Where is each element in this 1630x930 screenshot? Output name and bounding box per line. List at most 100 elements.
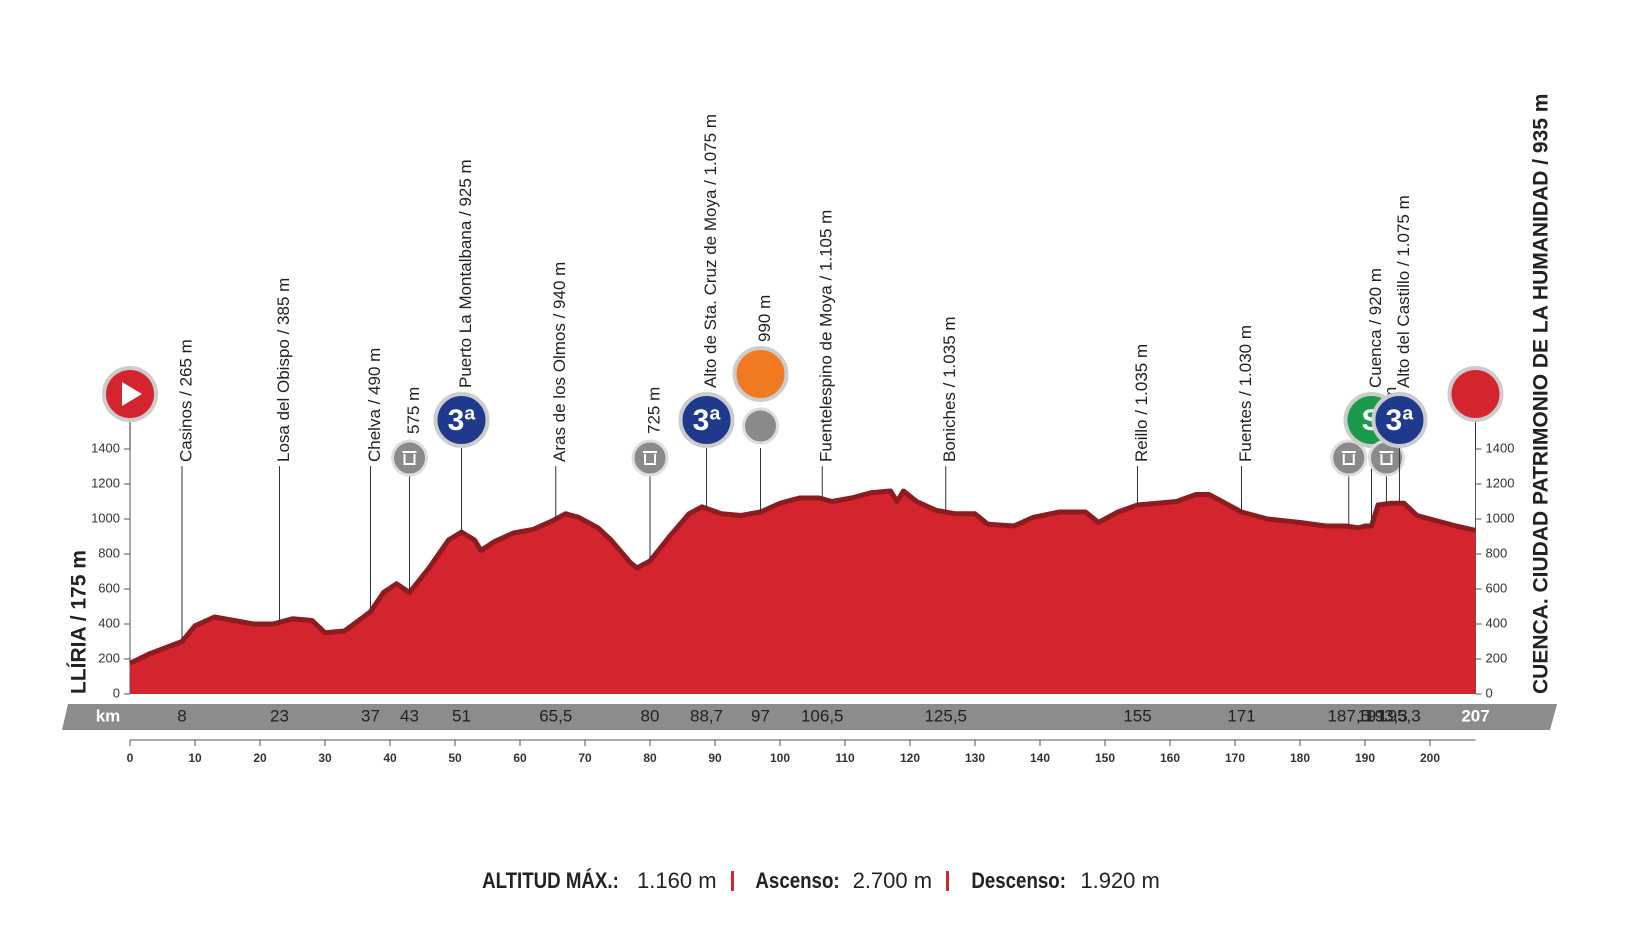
stat-label: Ascenso: (754, 868, 840, 893)
waypoint-label: Losa del Obispo / 385 m (274, 278, 293, 462)
x-tick-label: 60 (513, 751, 527, 765)
x-tick-label: 120 (900, 751, 920, 765)
waypoint-label: Fuentelespino de Moya / 1.105 m (817, 210, 836, 462)
cp-icon (631, 439, 669, 477)
km-mark-label: 125,5 (924, 706, 967, 725)
mtn-badge (433, 392, 490, 448)
x-tick-label: 80 (643, 751, 657, 765)
waypoint-label: Aras de los Olmos / 940 m (550, 262, 569, 462)
elevation-area (130, 491, 1476, 694)
y-tick-label: 400 (98, 615, 120, 630)
x-tick-label: 160 (1160, 751, 1180, 765)
y-tick-label: 1200 (91, 475, 120, 490)
y-tick-label: 600 (1486, 580, 1508, 595)
x-tick-label: 20 (253, 751, 267, 765)
x-tick-label: 200 (1420, 751, 1440, 765)
stat-value: 1.920 m (1080, 868, 1160, 893)
feed-icon (732, 346, 789, 402)
waypoint-label: Fuentes / 1.030 m (1236, 325, 1255, 462)
y-tick-label: 1000 (91, 510, 120, 525)
stat-label: ALTITUD MÁX.: (482, 868, 619, 893)
waypoint-label: Cuenca / 920 m (1366, 268, 1385, 388)
cp-glyph (643, 451, 657, 465)
waypoint-label: Alto de Sta. Cruz de Moya / 1.075 m (701, 114, 720, 388)
start-label: LLÍRIA / 175 m (68, 550, 91, 694)
x-tick-label: 130 (965, 751, 985, 765)
y-tick-label: 1400 (1486, 440, 1515, 455)
km-mark-label: 37 (361, 706, 380, 725)
km-mark-label: 51 (452, 706, 471, 725)
y-tick-label: 1000 (1486, 510, 1515, 525)
waypoint-label: 725 m (644, 387, 663, 434)
km-mark-label: 8 (177, 706, 186, 725)
trash-icon (1330, 439, 1368, 477)
y-tick-label: 0 (113, 685, 120, 700)
y-tick-label: 1400 (91, 440, 120, 455)
separator (946, 871, 950, 891)
km-mark-label: 23 (270, 706, 289, 725)
elevation-ridge (128, 488, 1477, 666)
x-tick-label: 30 (318, 751, 332, 765)
finish-label: CUENCA. CIUDAD PATRIMONIO DE LA HUMANIDA… (1530, 94, 1553, 694)
cp-icon (391, 439, 428, 477)
waypoint-label: 575 m (404, 387, 423, 434)
stats: ALTITUD MÁX.: 1.160 m Ascenso: 2.700 m Desce… (0, 868, 1630, 894)
km-mark-label: 88,7 (690, 706, 723, 725)
y-tick-label: 1200 (1486, 475, 1515, 490)
x-tick-label: 140 (1030, 751, 1050, 765)
badge-label: 3ª (693, 404, 722, 437)
finish-icon (1447, 366, 1504, 422)
x-tick-label: 0 (127, 751, 134, 765)
km-mark-label: 171 (1227, 706, 1255, 725)
x-tick-label: 190 (1355, 751, 1375, 765)
y-tick-label: 200 (1486, 650, 1508, 665)
chart: km LLÍRIA / 175 m CUENCA. CIUDAD PATRIMO… (62, 94, 1557, 765)
x-tick-label: 170 (1225, 751, 1245, 765)
km-mark-label: 106,5 (801, 706, 844, 725)
stat-value: 2.700 m (852, 868, 933, 893)
km-mark-label: 193,3 (1365, 706, 1408, 725)
x-tick-label: 50 (448, 751, 462, 765)
badge-label: 3ª (448, 404, 477, 437)
waypoint-label: Reillo / 1.035 m (1132, 344, 1151, 462)
mtn-badge (1371, 392, 1428, 448)
y-tick-label: 800 (98, 545, 120, 560)
waypoint-label: Chelva / 490 m (365, 348, 384, 462)
km-mark-label: 65,5 (539, 706, 572, 725)
stat-value: 1.160 m (637, 868, 717, 893)
km-mark-label: 80 (641, 706, 660, 725)
km-mark-label: 97 (751, 706, 770, 725)
y-tick-label: 0 (1486, 685, 1493, 700)
waypoint-label: Puerto La Montalbana / 925 m (456, 159, 475, 388)
x-tick-label: 150 (1095, 751, 1115, 765)
waypoint-label: Casinos / 265 m (176, 339, 195, 462)
separator (730, 871, 734, 891)
stat-label: Descenso: (971, 868, 1067, 893)
y-tick-label: 800 (1486, 545, 1508, 560)
km-mark-label: 187,5 (1327, 706, 1370, 725)
km-mark-label: 43 (400, 706, 419, 725)
cp-glyph (402, 451, 417, 465)
badge-label: 3ª (1386, 404, 1415, 437)
waypoint-label: 990 m (755, 295, 774, 342)
km-mark-label: 191 (1357, 706, 1385, 725)
km-label: km (96, 706, 121, 725)
x-tick-label: 180 (1290, 751, 1310, 765)
x-tick-label: 10 (188, 751, 202, 765)
trash-icon (742, 407, 779, 445)
km-bar (62, 704, 1557, 730)
waypoint-label: Boniches / 1.035 m (940, 316, 959, 462)
cp-glyph (1379, 451, 1394, 465)
x-tick-label: 100 (770, 751, 790, 765)
km-mark-label: 207 (1461, 706, 1489, 725)
y-tick-label: 600 (98, 580, 120, 595)
x-tick-label: 110 (835, 751, 855, 765)
mtn-badge (678, 392, 735, 448)
y-tick-label: 200 (98, 650, 120, 665)
x-tick-label: 90 (708, 751, 722, 765)
km-mark-label: 195,3 (1378, 706, 1421, 725)
x-tick-label: 70 (578, 751, 592, 765)
x-tick-label: 40 (383, 751, 397, 765)
y-tick-label: 400 (1486, 615, 1508, 630)
